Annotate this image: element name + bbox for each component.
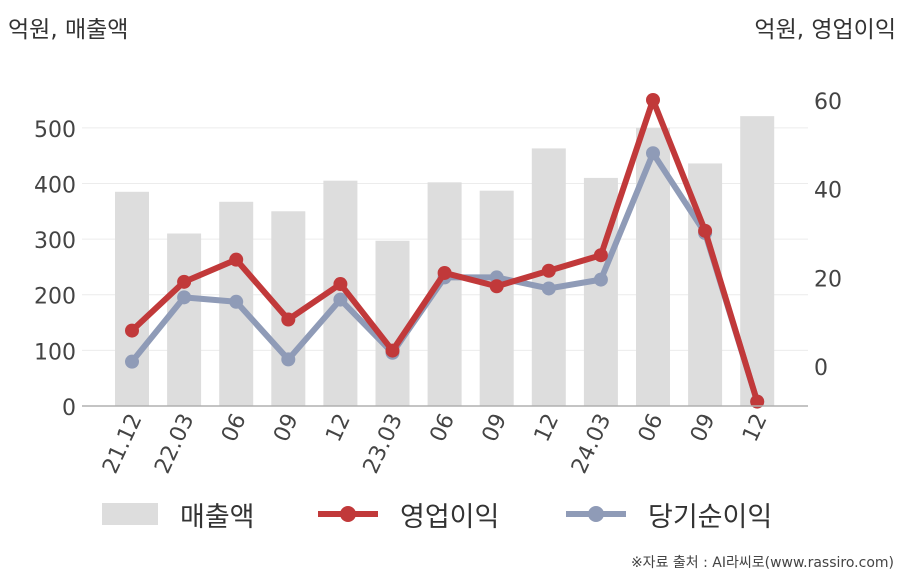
y-right-tick-label: 20 — [814, 267, 842, 292]
x-tick-label: 06 — [426, 410, 460, 446]
net-income-point — [541, 281, 556, 296]
net-income-point — [593, 272, 608, 287]
legend-net-income: 당기순이익 — [566, 492, 772, 536]
x-tick-label: 12 — [738, 410, 772, 446]
legend-revenue-swatch — [102, 503, 158, 525]
operating-profit-point — [698, 223, 713, 238]
legend: 매출액 영업이익 당기순이익 — [0, 492, 908, 536]
y-left-tick-label: 200 — [34, 285, 76, 310]
net-income-point — [333, 292, 348, 307]
x-tick-label: 06 — [217, 410, 251, 446]
source-credit: ※자료 출처 : AI라씨로(www.rassiro.com) — [630, 555, 894, 571]
x-tick-label: 09 — [686, 410, 720, 446]
net-income-point — [125, 354, 139, 369]
right-axis-unit: 억원, 영업이익 — [754, 17, 896, 43]
revenue-bar — [375, 240, 410, 406]
x-tick-label: 06 — [634, 410, 668, 446]
revenue-bar — [479, 190, 514, 406]
left-axis-unit: 억원, 매출액 — [8, 17, 129, 43]
x-tick-label: 09 — [478, 410, 512, 446]
x-tick-label: 22.03 — [150, 410, 199, 478]
operating-profit-point — [646, 93, 660, 107]
operating-profit-point — [125, 323, 139, 338]
x-tick-label: 24.03 — [567, 410, 616, 478]
legend-net-income-swatch — [566, 503, 626, 525]
revenue-bar — [115, 191, 149, 406]
operating-profit-point — [489, 279, 504, 294]
y-left-tick-label: 400 — [34, 173, 76, 198]
operating-profit-point — [750, 394, 765, 409]
legend-revenue-label: 매출액 — [180, 501, 255, 533]
operating-profit-point — [541, 263, 556, 278]
y-right-tick-label: 0 — [814, 356, 828, 381]
legend-operating-profit-label: 영업이익 — [400, 501, 500, 533]
net-income-point — [646, 146, 660, 161]
operating-profit-point — [333, 277, 348, 292]
x-tick-label: 21.12 — [98, 410, 147, 478]
y-left-tick-label: 0 — [62, 396, 76, 421]
x-tick-label: 12 — [530, 410, 564, 446]
legend-operating-profit-swatch — [318, 503, 378, 525]
net-income-point — [281, 352, 296, 367]
x-tick-label: 12 — [321, 410, 355, 446]
legend-net-income-label: 당기순이익 — [648, 501, 773, 533]
operating-profit-point — [385, 343, 400, 358]
operating-profit-point — [437, 265, 452, 280]
operating-profit-point — [593, 248, 608, 263]
y-left-tick-label: 300 — [34, 229, 76, 254]
y-left-tick-label: 500 — [34, 118, 76, 143]
revenue-bar — [167, 233, 202, 406]
x-tick-label: 23.03 — [359, 410, 408, 478]
y-right-tick-label: 60 — [814, 90, 842, 115]
net-income-point — [177, 290, 192, 305]
y-left-tick-label: 100 — [34, 340, 76, 365]
operating-profit-point — [177, 274, 192, 289]
profit-lines — [125, 93, 765, 409]
legend-operating-profit: 영업이익 — [318, 492, 499, 536]
operating-profit-point — [229, 252, 244, 267]
legend-revenue: 매출액 — [102, 492, 255, 536]
operating-profit-point — [281, 312, 296, 327]
y-right-tick-label: 40 — [814, 179, 842, 204]
x-tick-label: 09 — [269, 410, 303, 446]
net-income-point — [229, 294, 244, 309]
